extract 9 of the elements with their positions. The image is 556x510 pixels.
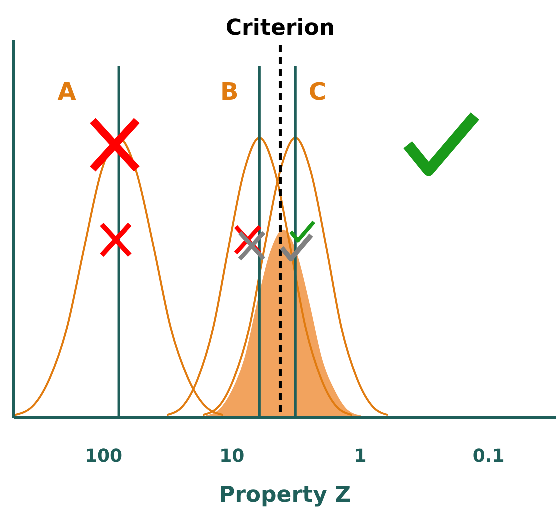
x-tick-label: 100 [84,446,123,467]
x-axis-title: Property Z [218,483,352,508]
x-tick-label: 0.1 [472,446,505,467]
ref-line-label: Criterion [226,16,336,41]
series-label: B [220,78,239,106]
series-label: C [308,78,326,106]
text: A [58,78,77,106]
x-tick-label: 10 [220,446,245,467]
x-tick-label: 1 [354,446,367,467]
